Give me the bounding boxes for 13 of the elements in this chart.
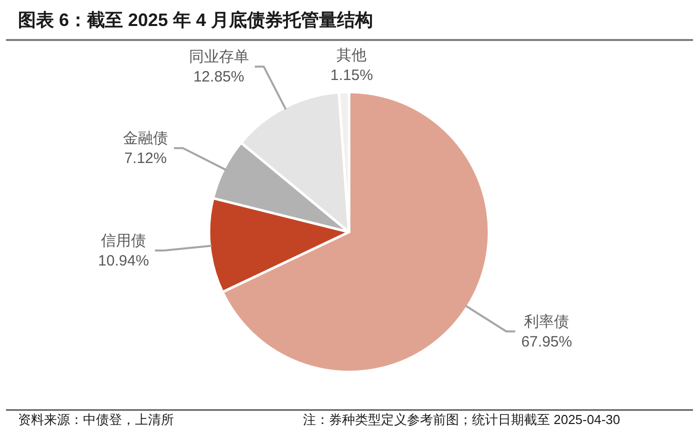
data-label: 10.94% [98,252,149,270]
data-label: 67.95% [521,333,572,350]
data-label: 12.85% [193,68,244,86]
slice-label: 金融债 [122,130,168,148]
data-label: 1.15% [330,67,373,84]
title: 图表 6：截至 2025 年 4 月底债券托管量结构 [18,10,374,30]
annotation: 资料来源：中债登，上清所 [18,412,174,427]
slice-label: 利率债 [524,313,570,330]
data-label: 7.12% [124,150,167,168]
slice-label: 信用债 [100,232,146,250]
slice-label: 其他 [336,47,367,64]
slice-label: 同业存单 [188,48,249,66]
annotation: 注：券种类型定义参考前图；统计日期截至 2025-04-30 [303,412,620,427]
